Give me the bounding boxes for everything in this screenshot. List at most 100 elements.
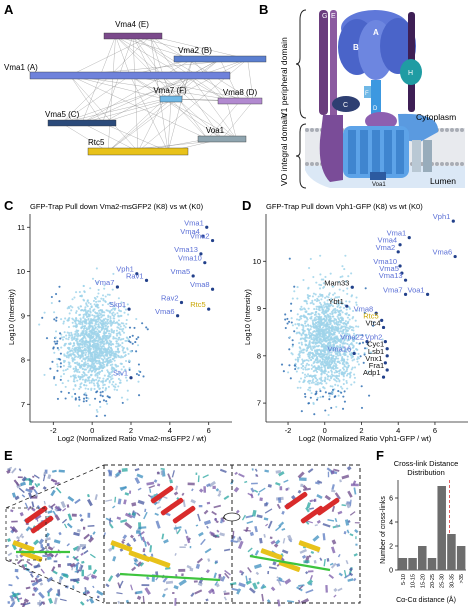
crosslink-edge: [177, 98, 223, 140]
background-protein-point: [82, 397, 86, 400]
crosslink-edge: [61, 98, 165, 124]
crosslink-edge: [189, 75, 227, 102]
background-protein-point: [117, 338, 120, 341]
label-b: B: [353, 43, 359, 52]
crosslink-edge: [81, 75, 191, 124]
c-ring-subunits: [348, 130, 404, 174]
y-tick-label: 11: [17, 223, 25, 232]
background-protein-point: [112, 331, 115, 334]
crosslink-edge: [69, 35, 151, 76]
background-protein-point: [108, 339, 111, 342]
background-protein-point: [87, 387, 90, 391]
background-protein-point: [95, 415, 98, 418]
crosslink-edge: [61, 35, 151, 124]
subunit-d-small: [365, 112, 397, 130]
lipid-head: [310, 128, 314, 132]
background-protein-point: [98, 338, 101, 341]
panel-f-bars: 5-10 10-15 15-20 20-25 25-30 30-35 >35: [398, 486, 466, 588]
lipid-head: [450, 128, 454, 132]
background-protein-point: [56, 369, 59, 372]
background-protein-point: [77, 356, 80, 359]
background-protein-point: [77, 375, 80, 379]
background-protein-point: [67, 365, 70, 368]
background-protein-point: [95, 267, 98, 270]
network-node-bar: [29, 71, 231, 80]
background-protein-point: [99, 313, 103, 316]
background-protein-point: [65, 337, 68, 340]
crosslink-edge: [132, 35, 221, 60]
x-tick-label: -2: [50, 426, 57, 435]
crosslink-edge: [69, 75, 103, 124]
network-node-label: Vma2 (B): [178, 46, 212, 55]
lipid-head: [440, 128, 444, 132]
background-protein-point: [124, 376, 128, 379]
background-protein-point: [121, 401, 124, 404]
crosslink-edge: [81, 98, 172, 124]
background-protein-point: [78, 398, 81, 401]
crosslink-edge: [192, 58, 227, 102]
background-protein-point: [84, 387, 87, 390]
background-protein-point: [125, 322, 128, 325]
background-protein-point: [128, 335, 132, 339]
crosslink-edge: [164, 98, 237, 140]
subunit-f: [364, 86, 371, 98]
background-protein-point: [137, 344, 140, 347]
background-protein-point: [145, 326, 148, 329]
background-protein-point: [112, 380, 115, 384]
background-protein-point: [57, 348, 60, 351]
background-protein-point: [95, 315, 98, 318]
background-protein-point: [110, 330, 113, 334]
background-protein-point: [142, 375, 145, 378]
background-protein-point: [107, 315, 110, 319]
background-protein-point: [112, 335, 115, 339]
background-protein-point: [56, 363, 59, 366]
background-protein-point: [138, 394, 141, 397]
background-protein-point: [58, 300, 61, 303]
background-protein-point: [97, 340, 100, 343]
v0-domain-label: VO integral domain: [279, 113, 289, 186]
lipid-head: [455, 162, 459, 166]
background-protein-point: [54, 330, 58, 333]
network-node-label: Vma4 (E): [115, 20, 149, 29]
background-protein-point: [93, 384, 96, 387]
background-protein-point: [98, 400, 102, 403]
background-protein-point: [61, 382, 64, 385]
background-protein-point: [78, 404, 81, 407]
background-protein-point: [122, 331, 126, 334]
network-node-bar: [217, 97, 263, 105]
background-protein-point: [73, 361, 76, 364]
crosslink-edge: [167, 98, 172, 152]
background-protein-point: [104, 389, 107, 392]
label-g: G: [322, 13, 327, 20]
crosslink-edge: [150, 35, 248, 60]
background-protein-point: [76, 361, 79, 364]
background-protein-point: [60, 390, 63, 393]
lipid-head: [450, 162, 454, 166]
background-protein-point: [53, 318, 56, 321]
background-protein-point: [126, 389, 129, 392]
background-protein-point: [74, 365, 77, 368]
crosslink-edge: [115, 35, 237, 140]
crosslink-edge: [81, 35, 116, 124]
background-protein-point: [106, 330, 109, 333]
background-protein-point: [74, 374, 77, 377]
background-protein-point: [59, 337, 62, 340]
background-protein-point: [75, 334, 78, 337]
background-protein-point: [82, 284, 85, 288]
background-protein-point: [91, 378, 94, 381]
lipid-head: [315, 162, 319, 166]
background-protein-point: [53, 351, 56, 354]
background-protein-point: [74, 348, 77, 351]
background-protein-point: [43, 311, 46, 314]
background-protein-point: [115, 332, 118, 335]
x-tick-label: 2: [129, 426, 133, 435]
background-protein-point: [121, 356, 124, 359]
background-protein-point: [108, 396, 111, 399]
background-protein-point: [127, 352, 130, 355]
background-protein-point: [87, 309, 90, 312]
background-protein-point: [78, 290, 81, 294]
background-protein-point: [102, 299, 105, 302]
lipid-head: [445, 128, 449, 132]
x-tick-label: 15-20: [420, 574, 426, 588]
background-protein-point: [114, 383, 117, 386]
